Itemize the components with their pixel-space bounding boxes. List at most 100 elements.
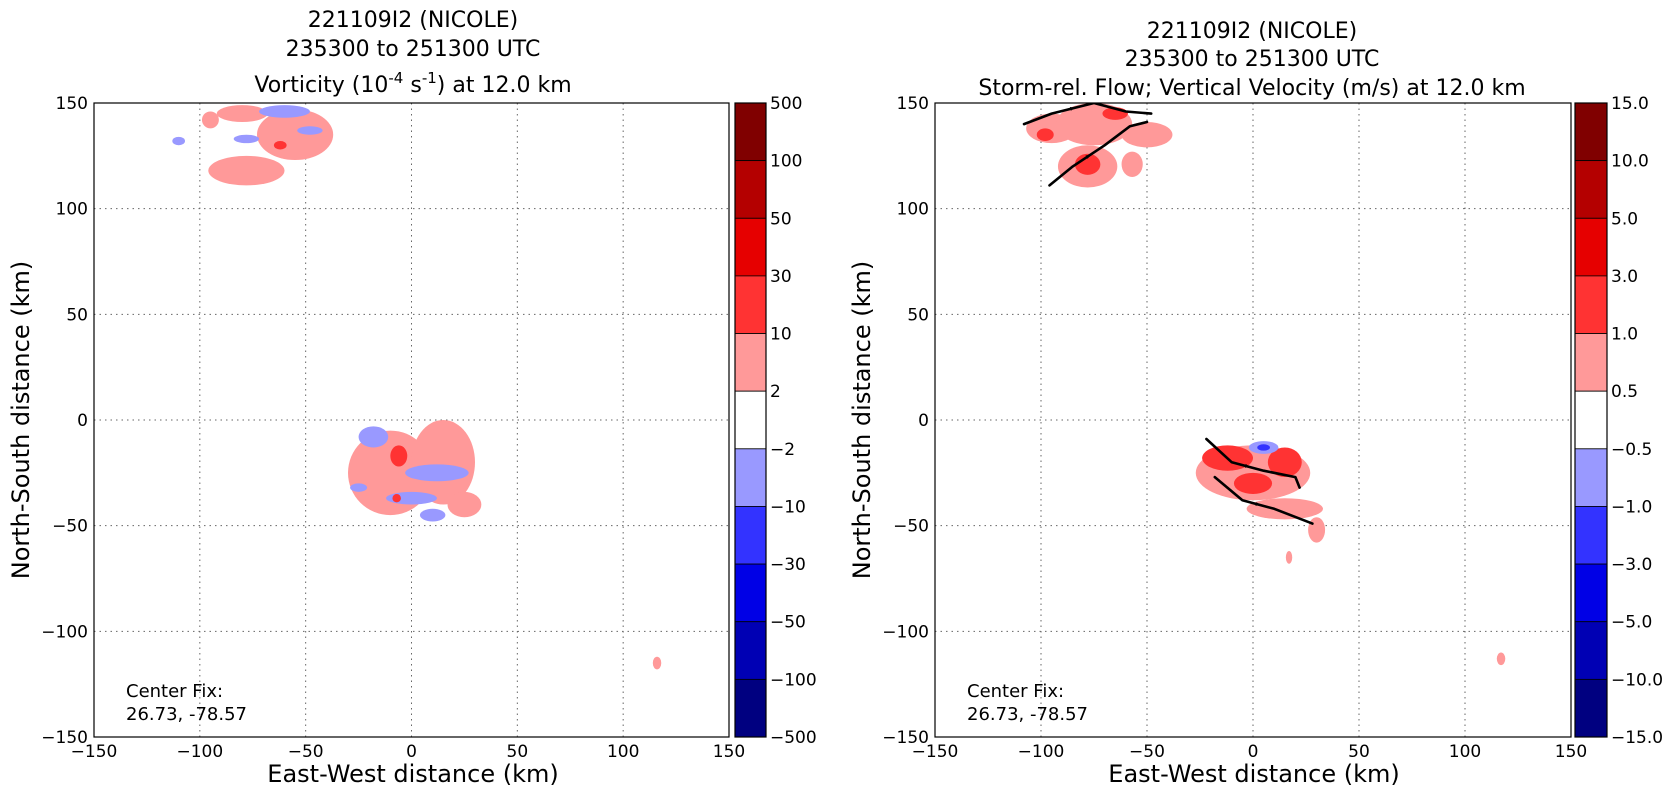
colorbar-band bbox=[1574, 275, 1608, 334]
colorbar-band bbox=[734, 102, 767, 162]
colorbar: 500 100 50 30 10 2 −2 −10 −30 −50 −100 −500 bbox=[734, 94, 817, 748]
shaded-region bbox=[405, 464, 469, 482]
shaded-region bbox=[216, 105, 268, 123]
colorbar-band bbox=[1574, 217, 1608, 277]
panel-title-line-2: 235300 to 251300 UTC bbox=[286, 37, 541, 62]
colorbar-tick-label: −15.0 bbox=[1611, 728, 1663, 748]
x-axis-label: East-West distance (km) bbox=[1108, 760, 1399, 788]
shaded-regions bbox=[172, 105, 662, 670]
colorbar-band bbox=[734, 678, 767, 738]
y-tick-label: 50 bbox=[66, 305, 88, 325]
panel-title-line-3: Storm-rel. Flow; Vertical Velocity (m/s)… bbox=[978, 76, 1525, 101]
colorbar-tick-label: 5.0 bbox=[1611, 209, 1638, 229]
center-fix-value: 26.73, -78.57 bbox=[967, 704, 1088, 725]
x-tick-labels: −150 −100 −50 0 50 100 150 bbox=[912, 742, 1588, 762]
axes-frame bbox=[93, 102, 730, 738]
shaded-region bbox=[411, 420, 475, 505]
panel-title-line-3: Vorticity (10-4 s-1) at 12.0 km bbox=[254, 69, 571, 98]
colorbar-band bbox=[734, 390, 767, 450]
colorbar-band bbox=[734, 448, 767, 507]
colorbar-band bbox=[734, 275, 767, 334]
colorbar-tick-label: −50 bbox=[770, 613, 806, 633]
title-sup-1: -4 bbox=[388, 69, 403, 87]
colorbar-tick-label: −5.0 bbox=[1611, 613, 1652, 633]
colorbar-tick-label: 10.0 bbox=[1611, 152, 1649, 172]
vertical-velocity-panel: 221109I2 (NICOLE) 235300 to 251300 UTC S… bbox=[848, 19, 1663, 788]
colorbar-tick-label: 50 bbox=[770, 209, 792, 229]
y-tick-label: 100 bbox=[56, 200, 88, 220]
y-tick-label: −50 bbox=[52, 517, 88, 537]
colorbar-tick-label: 3.0 bbox=[1611, 267, 1638, 287]
colorbar: 15.0 10.0 5.0 3.0 1.0 0.5 −0.5 −1.0 −3.0 −5.0 −10.… bbox=[1574, 94, 1663, 748]
shaded-region bbox=[1121, 122, 1173, 148]
shaded-region bbox=[1233, 472, 1273, 494]
y-tick-label: −50 bbox=[893, 517, 929, 537]
y-tick-label: 50 bbox=[907, 305, 929, 325]
y-tick-label: −100 bbox=[882, 622, 929, 642]
shaded-region bbox=[350, 483, 368, 492]
streamline bbox=[1022, 103, 1153, 126]
colorbar-frame bbox=[734, 102, 767, 738]
y-tick-label: 100 bbox=[897, 200, 929, 220]
x-tick-label: 100 bbox=[1449, 742, 1481, 762]
y-tick-label: 150 bbox=[56, 94, 88, 114]
colorbar-tick-label: 10 bbox=[770, 325, 792, 345]
x-tick-label: 0 bbox=[1248, 742, 1259, 762]
shaded-region bbox=[1496, 652, 1506, 666]
shaded-region bbox=[419, 508, 446, 522]
colorbar-tick-label: −30 bbox=[770, 555, 806, 575]
x-tick-label: 0 bbox=[406, 742, 417, 762]
x-tick-label: 50 bbox=[1348, 742, 1370, 762]
vorticity-panel: 221109I2 (NICOLE) 235300 to 251300 UTC V… bbox=[7, 8, 817, 788]
title-sup-2: -1 bbox=[422, 69, 437, 87]
center-fix-label: Center Fix: bbox=[967, 681, 1064, 702]
x-tick-labels: −150 −100 −50 0 50 100 150 bbox=[71, 742, 746, 762]
x-tick-label: −150 bbox=[912, 742, 959, 762]
x-tick-label: 150 bbox=[1555, 742, 1587, 762]
colorbar-tick-label: 15.0 bbox=[1611, 94, 1649, 114]
shaded-region bbox=[390, 445, 408, 467]
y-tick-label: 150 bbox=[897, 94, 929, 114]
colorbar-band bbox=[1574, 563, 1608, 623]
colorbar-band bbox=[734, 160, 767, 219]
colorbar-tick-label: 0.5 bbox=[1611, 382, 1638, 402]
panel-title-line-1: 221109I2 (NICOLE) bbox=[308, 8, 518, 33]
x-tick-label: −100 bbox=[176, 742, 223, 762]
x-tick-label: −50 bbox=[288, 742, 324, 762]
colorbar-tick-label: −1.0 bbox=[1611, 497, 1652, 517]
shaded-region bbox=[208, 155, 285, 186]
shaded-region bbox=[652, 656, 662, 670]
colorbar-band bbox=[734, 333, 767, 392]
colorbar-band bbox=[1574, 160, 1608, 219]
colorbar-tick-label: −0.5 bbox=[1611, 440, 1652, 460]
x-axis-label: East-West distance (km) bbox=[267, 760, 558, 788]
shaded-region bbox=[447, 491, 482, 518]
colorbar-tick-label: 30 bbox=[770, 267, 792, 287]
streamline bbox=[1205, 437, 1301, 489]
shaded-region bbox=[1257, 444, 1270, 451]
title-suffix: ) at 12.0 km bbox=[437, 73, 572, 98]
panel-title-line-2: 235300 to 251300 UTC bbox=[1125, 47, 1380, 72]
colorbar-band bbox=[1574, 390, 1608, 450]
shaded-region bbox=[297, 126, 323, 135]
colorbar-band bbox=[1574, 506, 1608, 565]
shaded-region bbox=[358, 426, 389, 448]
colorbar-band bbox=[1574, 621, 1608, 680]
x-tick-label: −100 bbox=[1018, 742, 1065, 762]
colorbar-band bbox=[1574, 678, 1608, 738]
y-tick-label: −150 bbox=[882, 728, 929, 748]
shaded-region bbox=[392, 493, 401, 503]
y-tick-label: 0 bbox=[918, 411, 929, 431]
x-tick-label: −50 bbox=[1129, 742, 1165, 762]
shaded-region bbox=[233, 134, 260, 144]
shaded-region bbox=[1267, 447, 1302, 478]
colorbar-band bbox=[734, 621, 767, 680]
shaded-region bbox=[273, 141, 287, 150]
center-fix-label: Center Fix: bbox=[126, 681, 223, 702]
colorbar-band bbox=[734, 563, 767, 623]
title-mid: s bbox=[403, 73, 421, 98]
shaded-regions bbox=[1026, 103, 1506, 666]
x-tick-label: −150 bbox=[71, 742, 118, 762]
y-tick-labels: −150 −100 −50 0 50 100 150 bbox=[882, 94, 929, 748]
